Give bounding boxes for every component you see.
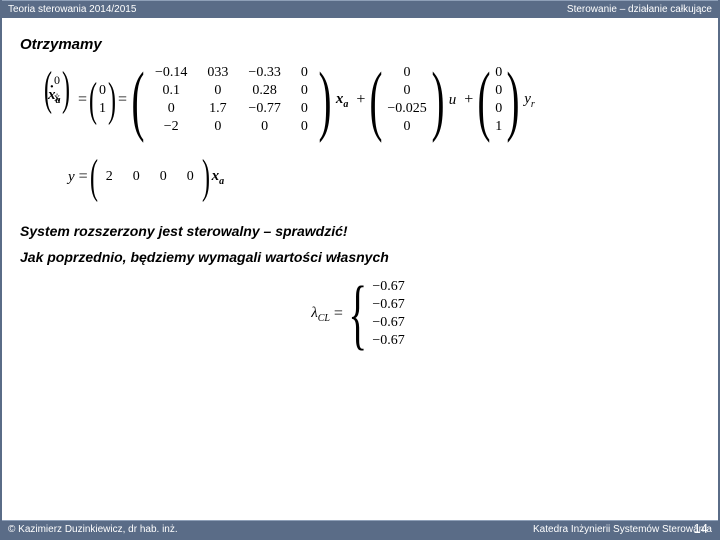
matrix-B: ( 0 0 −0.025 0 ) bbox=[369, 61, 444, 139]
heading-otrzymamy: Otrzymamy bbox=[20, 36, 700, 53]
slide-footer: © Kazimierz Duzinkiewicz, dr hab. inż. K… bbox=[2, 520, 718, 538]
row-vector: ( 2 0 0 0 ) bbox=[92, 153, 208, 201]
eigenvalue-set: { −0.67 −0.67 −0.67 −0.67 bbox=[347, 275, 409, 353]
matrix-A: ( −0.14033−0.330 0.100.280 01.7−0.770 −2… bbox=[131, 61, 332, 139]
equals-lambda: = bbox=[334, 305, 343, 323]
plus-2: + bbox=[464, 91, 473, 109]
xa-symbol: xa bbox=[336, 91, 349, 110]
slide-body: Otrzymamy xa ( 0 ẋ ) = ( bbox=[2, 18, 718, 353]
equals-2: = bbox=[118, 91, 127, 109]
slide-header: Teoria sterowania 2014/2015 Sterowanie –… bbox=[2, 0, 718, 18]
matrix-C: ( 0 0 0 1 ) bbox=[477, 61, 520, 139]
lambda-symbol: λCL bbox=[311, 305, 330, 324]
header-right: Sterowanie – działanie całkujące bbox=[567, 4, 712, 15]
u-symbol: u bbox=[449, 92, 457, 109]
page-number: 14 bbox=[694, 521, 708, 536]
equation-eigenvalues: λCL = { −0.67 −0.67 −0.67 −0.67 bbox=[20, 275, 700, 353]
equals-1: = bbox=[78, 91, 87, 109]
footer-right: Katedra Inżynierii Systemów Sterowania bbox=[533, 524, 712, 535]
y-symbol: y bbox=[68, 169, 75, 186]
paren-p: ( 0 1 ) bbox=[91, 76, 114, 124]
vec-overlay: ( 0 ẋ ) bbox=[46, 65, 68, 113]
header-left: Teoria sterowania 2014/2015 bbox=[8, 4, 136, 15]
text-eigenvalues: Jak poprzednio, będziemy wymagali wartoś… bbox=[20, 249, 700, 265]
text-controllable: System rozszerzony jest sterowalny – spr… bbox=[20, 223, 700, 239]
equation-output: y = ( 2 0 0 0 ) xa bbox=[68, 153, 700, 201]
equals-y: = bbox=[79, 168, 88, 186]
yr-symbol: yr bbox=[524, 91, 535, 110]
footer-left: © Kazimierz Duzinkiewicz, dr hab. inż. bbox=[8, 524, 178, 535]
xa-symbol-2: xa bbox=[212, 168, 225, 187]
equation-state: xa ( 0 ẋ ) = ( 0 1 ) bbox=[48, 61, 700, 139]
slide: Teoria sterowania 2014/2015 Sterowanie –… bbox=[0, 0, 720, 540]
plus-1: + bbox=[356, 91, 365, 109]
